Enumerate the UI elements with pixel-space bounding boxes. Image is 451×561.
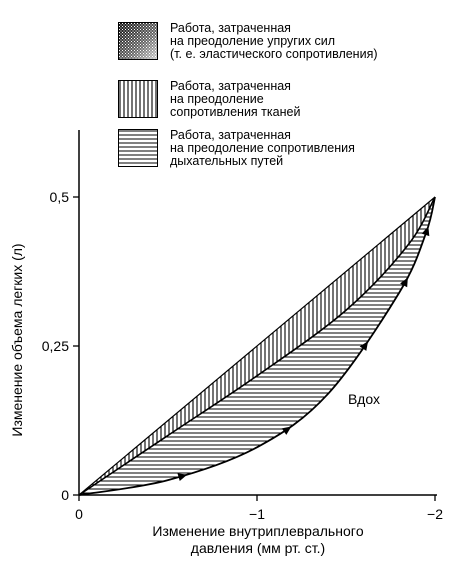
compliance-line [78,196,436,496]
legend-text: на преодоление [170,92,264,106]
legend-text: сопротивления тканей [170,105,301,119]
x-tick-label: 0 [75,506,83,522]
y-axis-label: Изменение объема легких (л) [9,243,25,436]
inspiration-label: Вдох [348,391,380,407]
legend-text: на преодоление сопротивления [170,141,355,155]
legend-text: на преодоление упругих сил [170,34,336,48]
legend-text: Работа, затраченная [170,79,291,93]
legend-swatch-elastic [118,22,158,60]
arrow-icon [421,226,430,237]
legend-text: Работа, затраченная [170,21,291,35]
legend-swatch-tissue [118,80,158,118]
tissue-resistance-curve [78,196,436,496]
legend-entry-airway: Работа, затраченная на преодоление сопро… [170,129,355,168]
legend-swatch-airway [118,129,158,167]
legend-text: дыхательных путей [170,154,284,168]
arrow-icon [281,426,292,435]
legend-text: Работа, затраченная [170,128,291,142]
arrow-icon [177,473,188,482]
x-tick-label: −1 [249,506,265,522]
y-tick-label: 0 [61,487,69,503]
legend-text: (т. е. эластического сопротивления) [170,47,378,61]
y-tick-label: 0,5 [50,189,70,205]
x-tick-label: −2 [427,506,443,522]
arrow-icon [400,277,408,288]
x-axis-label-line-1: Изменение внутриплевральногo [152,523,363,539]
arrow-icon [359,341,369,351]
y-tick-label: 0,25 [42,338,69,354]
x-axis-label-line-2: давления (мм рт. ст.) [191,540,325,556]
legend-entry-elastic: Работа, затраченная на преодоление упруг… [170,22,378,61]
inspiration-curve [78,196,436,496]
legend-entry-tissue: Работа, затраченная на преодоление сопро… [170,80,300,119]
